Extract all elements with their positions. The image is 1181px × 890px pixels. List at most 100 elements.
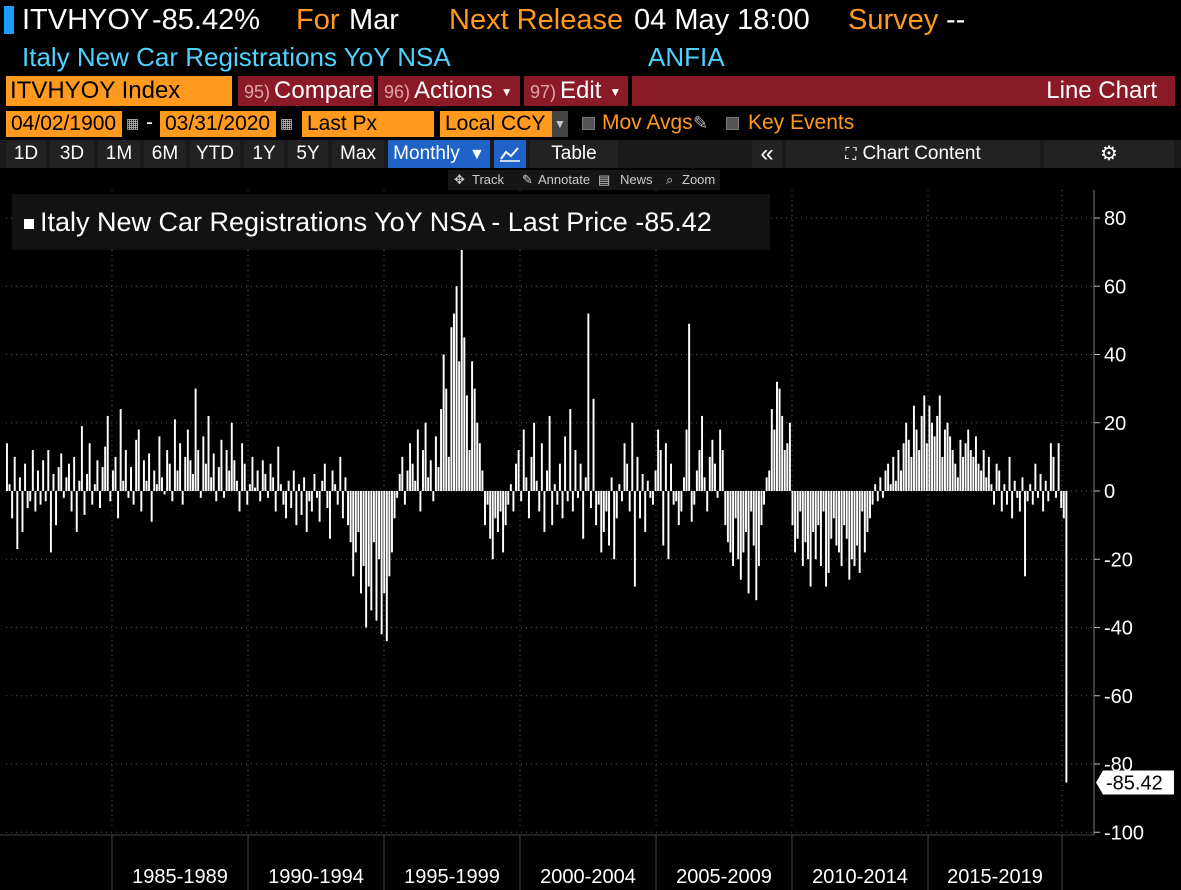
data-bar (726, 491, 729, 543)
data-bar (171, 491, 174, 502)
data-bar (300, 491, 303, 515)
data-bar (316, 491, 319, 498)
line-chart-icon[interactable] (494, 140, 526, 168)
end-calendar-icon[interactable]: ▦ (280, 115, 294, 131)
data-bar (223, 491, 225, 498)
data-bar (215, 491, 218, 502)
news-button[interactable]: News (620, 172, 653, 187)
next-release-label: Next Release (449, 4, 624, 36)
data-bar (910, 456, 913, 492)
data-bar (677, 491, 680, 526)
data-bar (670, 463, 673, 491)
data-bar (70, 491, 73, 512)
field-input[interactable]: Last Px (302, 111, 434, 137)
tab-max[interactable]: Max (332, 140, 384, 168)
data-bar (447, 456, 450, 492)
currency-dropdown-icon[interactable]: ▼ (552, 111, 568, 137)
data-bar (411, 463, 414, 491)
data-bar (349, 491, 352, 543)
data-bar (884, 470, 887, 491)
key-events-label[interactable]: Key Events (748, 111, 855, 134)
chart-content-button[interactable]: ⛶ Chart Content (786, 140, 1040, 168)
data-bar (825, 491, 828, 587)
data-bar (385, 491, 388, 642)
tab-1m[interactable]: 1M (98, 140, 140, 168)
data-bar (535, 480, 538, 491)
tab-ytd[interactable]: YTD (190, 140, 240, 168)
chart-toolbar: ✥ Track ✎ Annotate ▤ News ⌕ Zoom (448, 170, 720, 190)
tab-6m[interactable]: 6M (144, 140, 186, 168)
data-bar (517, 450, 520, 491)
security-description: Italy New Car Registrations YoY NSA (22, 42, 451, 72)
data-bar (835, 491, 838, 546)
chart-type-button[interactable]: Line Chart (632, 76, 1175, 106)
actions-button[interactable]: 96) Actions ▼ (378, 76, 520, 106)
data-bar (414, 480, 417, 491)
survey-value: -- (946, 4, 966, 36)
data-bar (465, 395, 468, 491)
zoom-button[interactable]: Zoom (682, 172, 716, 187)
data-bar (303, 477, 306, 491)
settings-gear-icon[interactable]: ⚙ (1044, 140, 1174, 168)
collapse-icon[interactable]: « (752, 140, 782, 168)
compare-button[interactable]: 95) Compare (238, 76, 374, 106)
for-label: For (296, 4, 340, 36)
mov-avgs-label[interactable]: Mov Avgs (602, 111, 693, 134)
data-bar (605, 491, 608, 512)
index-field[interactable]: ITVHYOY Index (6, 76, 232, 106)
data-bar (360, 491, 362, 594)
end-date-input[interactable]: 03/31/2020 (160, 111, 276, 137)
data-bar (1031, 491, 1034, 505)
data-bar (657, 429, 660, 491)
data-bar (714, 463, 716, 491)
annotate-icon[interactable]: ✎ (522, 172, 533, 187)
edit-button[interactable]: 97) Edit ▼ (524, 76, 628, 106)
start-calendar-icon[interactable]: ▦ (126, 115, 140, 131)
data-bar (228, 470, 231, 491)
pencil-icon[interactable]: ✎ (693, 113, 709, 133)
data-bar (998, 470, 1001, 491)
data-bar (974, 436, 977, 491)
data-bar (569, 409, 572, 491)
data-bar (142, 460, 145, 491)
start-date-input[interactable]: 04/02/1900 (6, 111, 122, 137)
data-bar (31, 450, 34, 491)
data-bar (241, 443, 244, 491)
data-bar (985, 477, 988, 491)
track-button[interactable]: Track (472, 172, 505, 187)
data-bar (556, 491, 559, 505)
tab-1y[interactable]: 1Y (244, 140, 284, 168)
data-bar (600, 491, 603, 553)
zoom-icon[interactable]: ⌕ (666, 172, 674, 187)
data-bar (86, 473, 89, 491)
annotate-button[interactable]: Annotate (538, 172, 591, 187)
data-bar (212, 453, 215, 491)
currency-select[interactable]: Local CCY (440, 111, 552, 137)
data-bar (770, 409, 773, 491)
track-icon[interactable]: ✥ (454, 172, 465, 187)
data-bar (765, 477, 768, 491)
data-bar (424, 422, 427, 491)
tab-table[interactable]: Table (530, 140, 618, 168)
data-bar (1044, 480, 1047, 491)
tab-5y[interactable]: 5Y (288, 140, 328, 168)
tab-3d[interactable]: 3D (50, 140, 94, 168)
data-bar (24, 463, 27, 491)
key-events-checkbox[interactable] (726, 117, 739, 130)
data-bar (701, 415, 704, 491)
data-bar (693, 491, 696, 505)
data-bar (796, 491, 799, 539)
data-bar (398, 473, 401, 491)
news-icon[interactable]: ▤ (598, 172, 611, 187)
tab-1d[interactable]: 1D (6, 140, 46, 168)
data-bar (788, 422, 791, 491)
data-bar (946, 422, 949, 491)
data-bar (204, 463, 207, 491)
compare-label: Compare (274, 77, 373, 104)
chart-plot-area[interactable]: 1985-1989 1990-1994 1995-1999 2000-2004 2005… (0, 190, 1181, 890)
frequency-dropdown[interactable]: Monthly ▼ (388, 140, 490, 168)
data-bar (871, 491, 874, 505)
mov-avgs-checkbox[interactable] (582, 117, 595, 130)
data-bar (592, 398, 595, 491)
data-bar (533, 422, 536, 491)
